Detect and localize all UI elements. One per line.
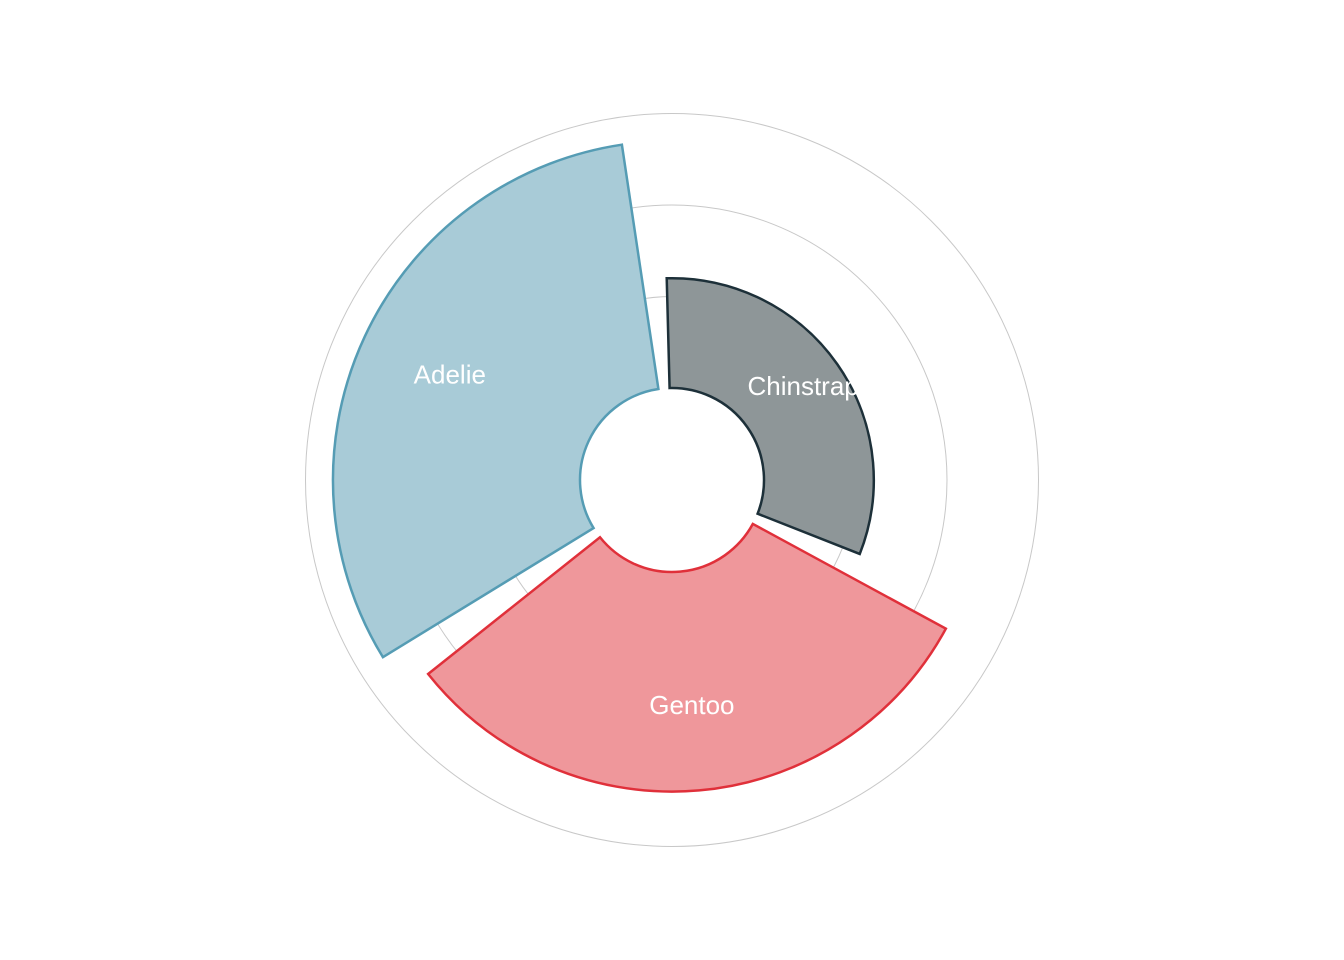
slices — [331, 143, 948, 793]
slice-label-gentoo: Gentoo — [649, 690, 734, 720]
slice-chinstrap — [665, 277, 875, 556]
slice-adelie — [331, 143, 660, 659]
slice-labels: Adelie Chinstrap Gentoo — [414, 359, 859, 720]
slice-label-chinstrap: Chinstrap — [747, 371, 858, 401]
slice-label-adelie: Adelie — [414, 359, 486, 389]
grid-ring-4 — [305, 113, 1039, 847]
slice-gentoo — [426, 522, 948, 793]
